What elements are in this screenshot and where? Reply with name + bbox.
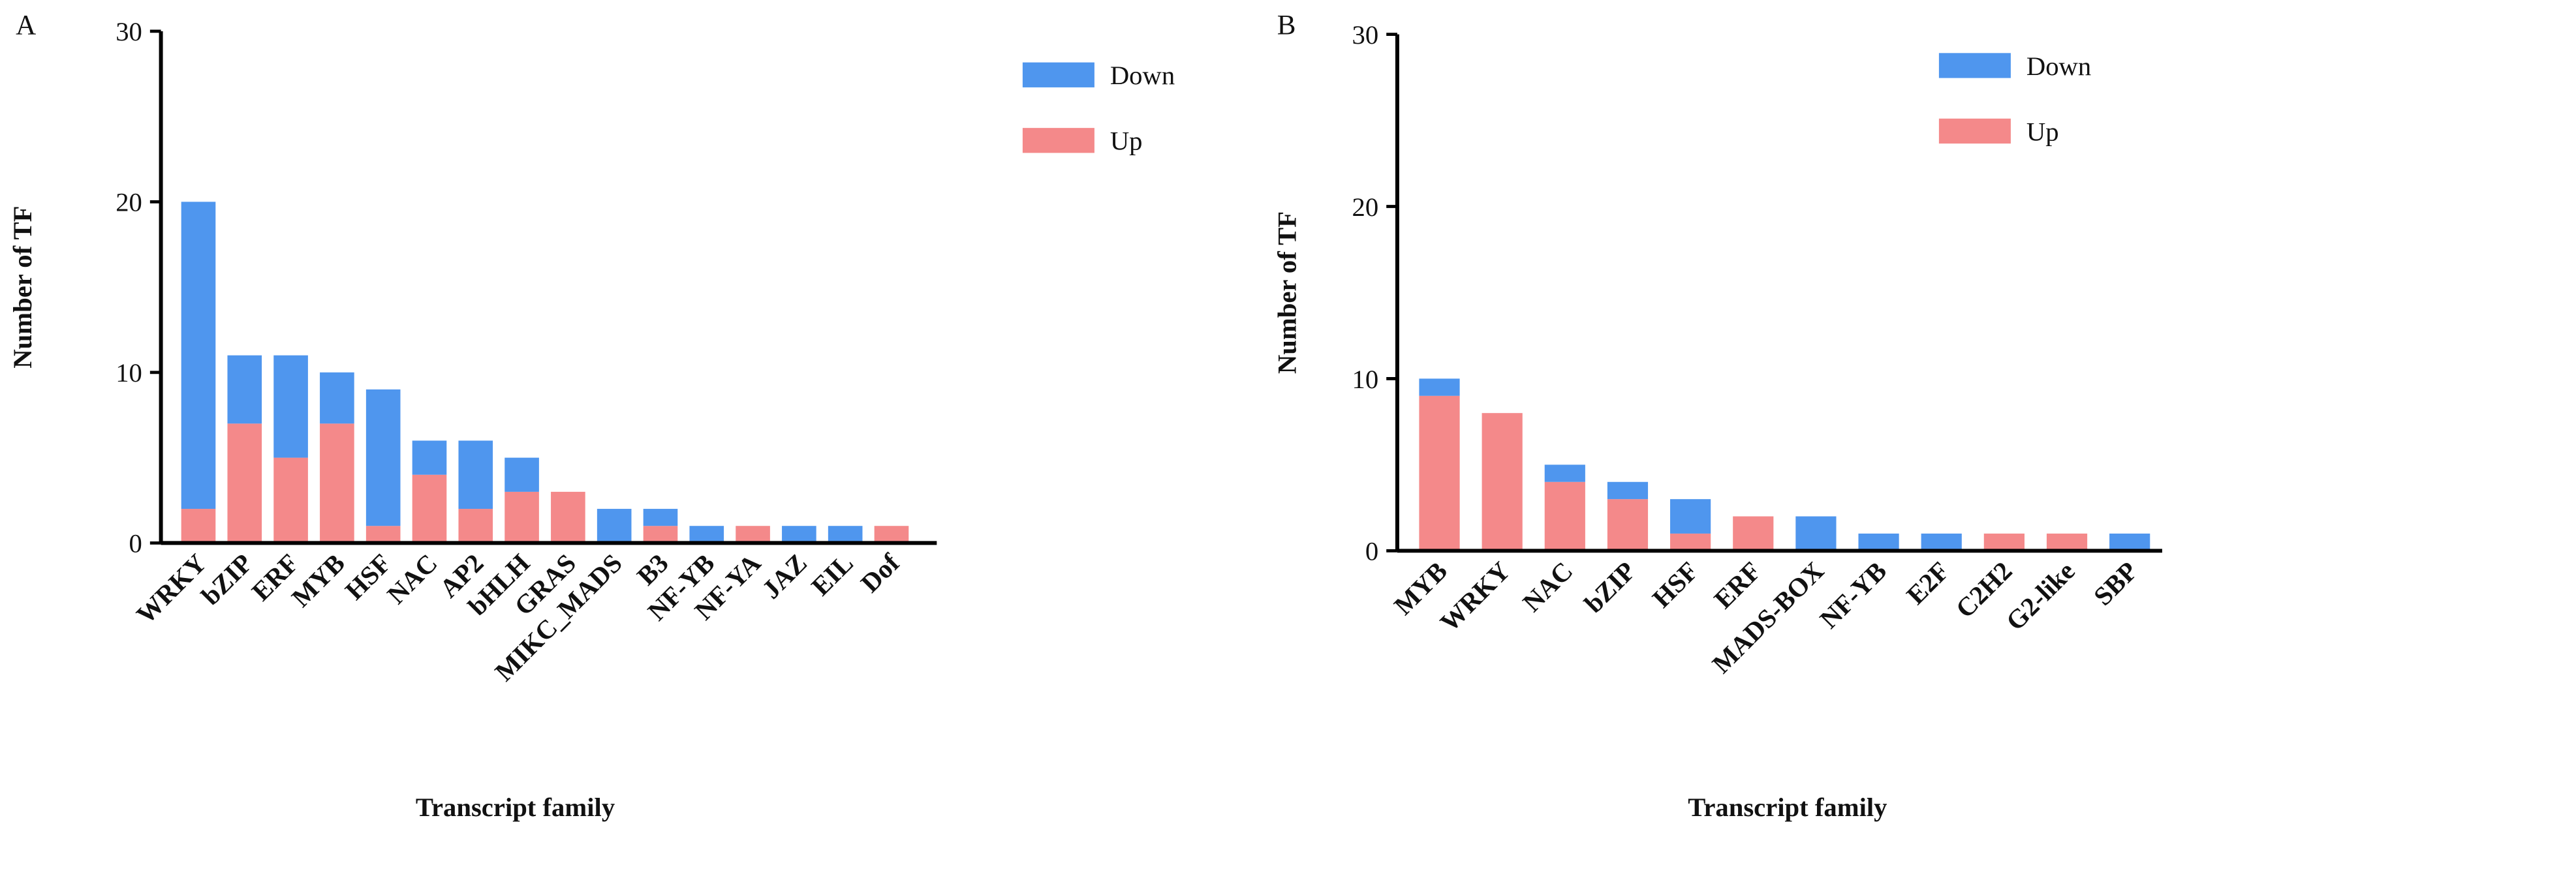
- bar-segment: [551, 491, 585, 543]
- bar-segment: [412, 474, 447, 543]
- legend-swatch: [1938, 53, 2011, 78]
- bar-segment: [181, 509, 216, 543]
- bar-segment: [181, 202, 216, 509]
- y-tick-label: 0: [1365, 537, 1378, 566]
- bar-segment: [1983, 533, 2025, 551]
- bar-segment: [597, 509, 632, 543]
- y-tick-label: 0: [129, 529, 142, 558]
- bar-segment: [1419, 395, 1460, 551]
- bar-segment: [1419, 378, 1460, 396]
- legend-label: Down: [2026, 52, 2091, 81]
- x-tick-label: SBP: [2088, 556, 2143, 611]
- bar-segment: [828, 526, 863, 543]
- bar-segment: [320, 372, 354, 424]
- bar-segment: [1607, 499, 1649, 551]
- legend-label: Down: [1110, 61, 1175, 90]
- x-tick-label: E2F: [1901, 556, 1955, 610]
- legend-swatch: [1938, 118, 2011, 144]
- x-tick-label: JAZ: [756, 548, 813, 604]
- x-tick-label: NF-YB: [1814, 556, 1893, 634]
- bar-segment: [227, 355, 262, 424]
- legend-swatch: [1022, 128, 1094, 153]
- chart: WRKYbZIPERFMYBHSFNACAP2bHLHGRASMIKC_MADS…: [8, 10, 1175, 822]
- legend-swatch: [1022, 62, 1094, 87]
- bar-segment: [365, 526, 401, 543]
- bar-segment: [1733, 516, 1774, 551]
- x-axis-label: Transcript family: [416, 793, 615, 822]
- bar-segment: [643, 526, 678, 543]
- bar-segment: [273, 457, 308, 543]
- legend-label: Up: [2026, 117, 2059, 146]
- x-tick-label: Dof: [855, 548, 905, 598]
- x-tick-label: HSF: [339, 548, 397, 605]
- x-tick-label: G2-like: [2000, 556, 2081, 636]
- x-tick-label: NAC: [1517, 556, 1578, 617]
- bar-segment: [1795, 516, 1837, 551]
- bar-segment: [227, 423, 262, 543]
- bar-segment: [504, 491, 539, 543]
- bar-segment: [458, 509, 493, 543]
- bar-segment: [320, 423, 354, 543]
- x-tick-label: HSF: [1647, 556, 1704, 613]
- bar-segment: [874, 526, 909, 543]
- x-tick-label: WRKY: [1435, 556, 1515, 637]
- x-tick-label: EIL: [806, 548, 859, 601]
- bar-segment: [1544, 464, 1585, 482]
- bar-segment: [689, 526, 724, 543]
- y-tick-label: 20: [116, 188, 142, 217]
- x-tick-label: MYB: [286, 548, 350, 613]
- bar-segment: [504, 457, 539, 492]
- bar-segment: [412, 440, 447, 475]
- bar-segment: [2109, 533, 2150, 551]
- x-tick-label: bZIP: [196, 548, 258, 611]
- bar-segment: [458, 440, 493, 509]
- bar-segment: [782, 526, 816, 543]
- bar-segment: [1607, 481, 1649, 500]
- x-tick-label: NAC: [382, 548, 443, 609]
- bar-segment: [736, 526, 770, 543]
- bar-segment: [1921, 533, 1962, 551]
- bar-segment: [1858, 533, 1899, 551]
- bar-segment: [1670, 499, 1711, 534]
- bar-segment: [273, 355, 308, 458]
- y-tick-label: 10: [1352, 365, 1379, 394]
- bar-segment: [1670, 533, 1711, 551]
- y-tick-label: 10: [116, 358, 142, 387]
- bar-segment: [1482, 413, 1523, 551]
- legend-label: Up: [1110, 127, 1143, 156]
- panel-label: B: [1277, 10, 1296, 41]
- bar-segment: [365, 389, 401, 526]
- bar-segment: [643, 509, 678, 526]
- y-axis-label: Number of TF: [8, 205, 37, 368]
- bar-segment: [1544, 481, 1585, 551]
- x-tick-label: bZIP: [1579, 556, 1641, 618]
- bar-segment: [2046, 533, 2088, 551]
- y-tick-label: 30: [116, 17, 142, 46]
- y-tick-label: 20: [1352, 192, 1379, 222]
- y-tick-label: 30: [1352, 20, 1379, 50]
- panel-label: A: [16, 10, 36, 41]
- x-axis-label: Transcript family: [1688, 793, 1887, 822]
- y-axis-label: Number of TF: [1272, 211, 1301, 374]
- x-tick-label: MADS-BOX: [1707, 556, 1829, 678]
